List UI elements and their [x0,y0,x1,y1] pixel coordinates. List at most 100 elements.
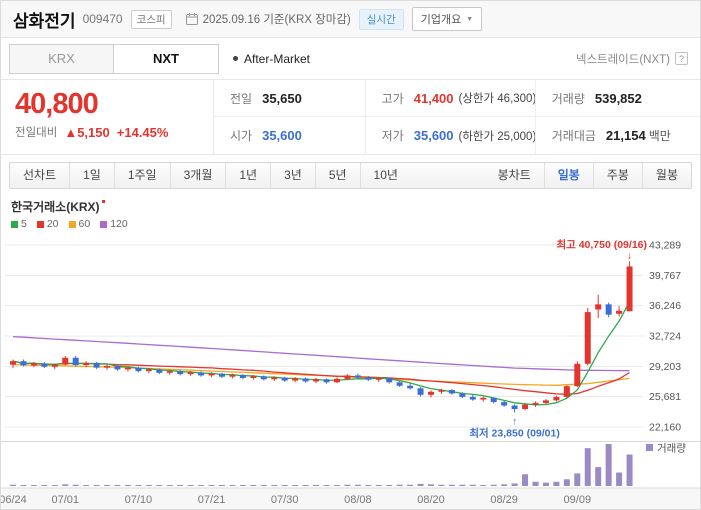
svg-text:36,246: 36,246 [649,300,681,312]
ma-legend-item: 60 [68,218,90,230]
stock-name: 삼화전기 [13,11,76,31]
change-label: 전일대비 [15,127,58,140]
x-axis-strip: 06/24 07/01 07/10 07/21 07/30 08/08 08/20 08/29… [1,487,700,509]
prev-close-label: 전일 [230,91,253,106]
ma-legend-item: 20 [36,218,59,230]
high-price-value: 41,400 [413,90,454,106]
volume-bars: 거래량 [1,441,700,486]
chart-toolbar-item[interactable]: 1주일 [113,163,170,188]
volume-label: 거래량 [551,91,585,106]
price-section: 40,800 전일대비 ▲5,150 +14.45% 전일 35,650 고가 … [1,80,700,155]
up-arrow-icon: ▲ [64,124,78,140]
upper-limit-value: (상한가 46,300) [458,93,535,105]
svg-text:거래량: 거래량 [657,443,686,455]
price-gridlines [5,244,643,428]
chart-toolbar-item[interactable]: 일봉 [543,163,593,188]
chart-toolbar: 선차트 1일 1주일 3개월 1년 3년 5년 10년 봉차트 일봉 주봉 월봉 [9,162,692,189]
chart-toolbar-item[interactable]: 10년 [359,163,411,188]
trade-amount-value: 21,154 [605,128,646,143]
chart-area: 한국거래소(KRX) 5 20 60 120 43,289 39,767 36,246 32… [1,195,700,509]
low-price-value: 35,600 [413,128,454,143]
chart-toolbar-item[interactable]: 5년 [314,163,360,188]
realtime-badge: 실시간 [358,8,404,30]
svg-text:08/29: 08/29 [490,494,518,506]
high-price-cell: 고가 41,400 (상한가 46,300) [364,80,535,117]
legend-swatch-icon [11,220,18,228]
chart-toolbar-item[interactable]: 선차트 [23,168,57,182]
date-wrap: 2025.09.16 기준(KRX 장마감) [185,11,351,27]
ma-legend-item: 5 [11,218,27,230]
chart-toolbar-item[interactable]: 1년 [225,163,270,188]
svg-text:29,203: 29,203 [649,361,681,373]
current-price-block: 40,800 전일대비 ▲5,150 +14.45% [1,80,213,154]
calendar-icon [185,13,198,25]
company-overview-button[interactable]: 기업개요 ▼ [411,7,483,31]
low-price-cell: 저가 35,600 (하한가 25,000) [364,117,535,154]
chevron-down-icon: ▼ [466,15,474,23]
chart-toolbar-item[interactable]: 1일 [69,163,114,188]
current-price: 40,800 [15,88,99,120]
chart-period-group: 선차트 1일 1주일 3개월 1년 3년 5년 10년 [10,163,411,188]
open-price-label: 시가 [230,129,253,143]
tab-after-market[interactable]: After-Market [233,52,310,66]
lower-limit-value: (하한가 25,000) [458,130,535,143]
chart-candle-group: 봉차트 일봉 주봉 월봉 [485,163,691,188]
svg-text:08/08: 08/08 [344,494,372,506]
legend-swatch-icon [36,220,44,228]
trade-amount-label: 거래대금 [551,129,596,143]
nxt-info: 넥스트레이드(NXT) ? [576,51,688,67]
svg-text:07/30: 07/30 [271,494,299,506]
svg-text:43,289: 43,289 [649,240,681,252]
trade-amount-cell: 거래대금 21,154 백만 [534,117,700,154]
svg-text:08/20: 08/20 [417,494,445,506]
chart-header: 한국거래소(KRX) [1,195,700,216]
exchange-label: 한국거래소(KRX) [11,200,100,214]
svg-text:32,724: 32,724 [649,331,681,343]
candlestick-chart: 43,289 39,767 36,246 32,724 29,203 25,681 22,1… [1,238,700,509]
svg-text:↓: ↓ [627,250,632,261]
svg-text:39,767: 39,767 [649,270,681,282]
prev-close-value: 35,650 [262,90,302,106]
trade-amount-unit: 백만 [648,129,671,143]
prev-close-cell: 전일 35,650 [214,80,365,117]
exchange-tabs: KRX NXT [9,43,219,74]
market-badge: 코스피 [130,9,172,29]
svg-text:22,160: 22,160 [649,422,681,434]
legend-swatch-icon [100,220,108,228]
y-axis-labels: 43,289 39,767 36,246 32,724 29,203 25,681 22,1… [649,240,681,434]
high-price-label: 고가 [381,91,404,106]
svg-text:25,681: 25,681 [649,391,681,403]
chart-toolbar-item[interactable]: 주봉 [592,163,642,188]
nxt-info-label: 넥스트레이드(NXT) [575,53,670,66]
legend-swatch-icon [68,220,76,228]
stock-code: 009470 [82,12,123,26]
ma-lines [12,301,631,406]
ma-legend: 5 20 60 120 [1,216,700,231]
open-price-value: 35,600 [262,128,302,143]
reference-date: 2025.09.16 기준(KRX 장마감) [202,14,351,26]
low-price-label: 저가 [381,129,404,143]
candles [10,261,633,413]
chart-annotations: 최고 40,750 (09/16)↓ ↑최저 23,850 (09/01) [469,238,647,439]
chart-toolbar-item[interactable]: 3개월 [169,163,226,188]
chart-toolbar-item[interactable]: 봉차트 [497,168,531,182]
change-value: ▲5,150 [64,124,110,140]
tab-krx[interactable]: KRX [10,44,114,73]
svg-text:06/24: 06/24 [1,494,27,506]
chart-toolbar-item[interactable]: 3년 [270,163,315,188]
open-price-cell: 시가 35,600 [214,117,365,154]
title-bar: 삼화전기 009470 코스피 2025.09.16 기준(KRX 장마감) 실… [1,1,700,38]
change-percent: +14.45% [116,124,169,140]
chart-toolbar-item[interactable]: 월봉 [641,163,691,188]
krx-highlight-marker [101,200,105,203]
exchange-tab-row: KRX NXT After-Market 넥스트레이드(NXT) ? [1,38,700,80]
tab-nxt[interactable]: NXT [114,44,218,73]
ma-legend-item: 120 [100,218,128,230]
svg-text:07/21: 07/21 [198,494,226,506]
company-overview-label: 기업개요 [420,14,462,26]
help-icon[interactable]: ? [675,52,688,65]
volume-cell: 거래량 539,852 [534,80,700,117]
after-market-label: After-Market [244,51,311,66]
after-market-dot-icon [233,56,238,61]
